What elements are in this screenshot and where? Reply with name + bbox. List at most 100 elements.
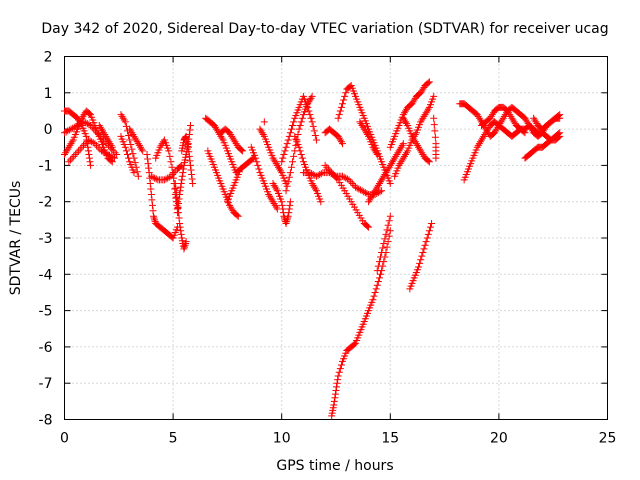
- data-point: [82, 119, 90, 127]
- data-point: [61, 129, 68, 137]
- data-point: [64, 145, 72, 153]
- series-arc-e: [95, 121, 116, 151]
- data-point: [210, 121, 218, 129]
- data-point: [333, 379, 341, 387]
- data-point: [334, 372, 342, 380]
- data-point: [305, 107, 313, 115]
- data-point: [476, 138, 484, 146]
- data-point: [147, 185, 155, 193]
- data-point: [147, 190, 155, 198]
- data-point: [310, 127, 318, 135]
- data-point: [295, 125, 303, 133]
- data-point: [339, 100, 347, 108]
- data-point: [375, 258, 383, 266]
- data-point: [382, 230, 390, 238]
- data-point: [133, 138, 141, 146]
- data-point: [309, 170, 317, 178]
- data-point: [86, 158, 94, 166]
- data-point: [139, 147, 147, 155]
- data-point: [336, 136, 344, 144]
- data-point: [371, 187, 379, 195]
- data-point: [286, 198, 294, 206]
- data-point: [372, 285, 380, 293]
- data-point: [146, 180, 154, 188]
- data-point: [360, 125, 368, 133]
- data-point: [384, 221, 392, 229]
- data-point: [308, 118, 316, 126]
- data-point: [402, 118, 410, 126]
- data-point: [296, 121, 304, 129]
- data-point: [269, 198, 277, 206]
- data-point: [69, 124, 77, 132]
- data-point: [306, 96, 314, 104]
- data-point: [238, 146, 246, 154]
- data-point: [331, 390, 339, 398]
- series-arc-o: [202, 114, 257, 177]
- y-tick-label: -4: [39, 267, 53, 283]
- data-point: [386, 227, 394, 235]
- data-point: [416, 259, 424, 267]
- data-point: [255, 165, 263, 173]
- data-point: [309, 181, 317, 189]
- data-point: [314, 171, 322, 179]
- data-point: [386, 161, 394, 169]
- data-point: [213, 125, 221, 133]
- data-point: [270, 156, 278, 164]
- data-point: [431, 133, 439, 141]
- data-point: [332, 386, 340, 394]
- data-point: [305, 98, 313, 106]
- data-point: [267, 194, 275, 202]
- series-arc-ai: [391, 92, 438, 180]
- data-point: [379, 244, 387, 252]
- data-point: [145, 169, 153, 177]
- series-arc-p: [204, 147, 242, 220]
- data-point: [340, 96, 348, 104]
- data-point: [556, 114, 564, 122]
- data-point: [476, 116, 484, 124]
- data-point: [491, 129, 499, 137]
- data-point: [179, 165, 187, 173]
- data-point: [397, 143, 405, 151]
- data-point: [70, 123, 78, 131]
- data-point: [306, 111, 314, 119]
- data-point: [143, 151, 151, 159]
- data-point: [391, 154, 399, 162]
- data-point: [297, 118, 305, 126]
- series-arc-ak: [406, 219, 436, 293]
- data-point: [394, 149, 402, 157]
- data-point: [284, 136, 292, 144]
- data-point: [295, 143, 303, 151]
- data-point: [271, 158, 279, 166]
- data-point: [298, 154, 306, 162]
- data-point: [135, 141, 143, 149]
- data-point: [532, 118, 540, 126]
- data-point: [259, 131, 267, 139]
- data-point: [282, 143, 290, 151]
- data-point: [65, 158, 73, 166]
- data-point: [373, 281, 381, 289]
- data-point: [387, 160, 395, 168]
- x-axis-label: GPS time / hours: [276, 458, 393, 474]
- data-point: [410, 96, 418, 104]
- series-arc-ad: [356, 118, 381, 159]
- data-point: [430, 114, 438, 122]
- series-arc-j: [152, 136, 181, 213]
- data-point: [379, 174, 387, 182]
- data-point: [91, 127, 99, 135]
- data-point: [283, 216, 291, 224]
- data-point: [152, 175, 160, 183]
- data-point: [385, 163, 393, 171]
- data-point: [90, 125, 98, 133]
- data-point: [369, 296, 377, 304]
- data-point: [377, 270, 385, 278]
- data-point: [123, 151, 131, 159]
- data-point: [70, 152, 78, 160]
- data-point: [173, 209, 181, 217]
- data-point: [149, 173, 157, 181]
- data-point: [421, 111, 429, 119]
- data-point: [375, 274, 383, 282]
- y-tick-label: 1: [44, 86, 53, 102]
- x-tick-label: 15: [381, 431, 399, 447]
- data-point: [182, 238, 190, 246]
- data-point: [283, 182, 291, 190]
